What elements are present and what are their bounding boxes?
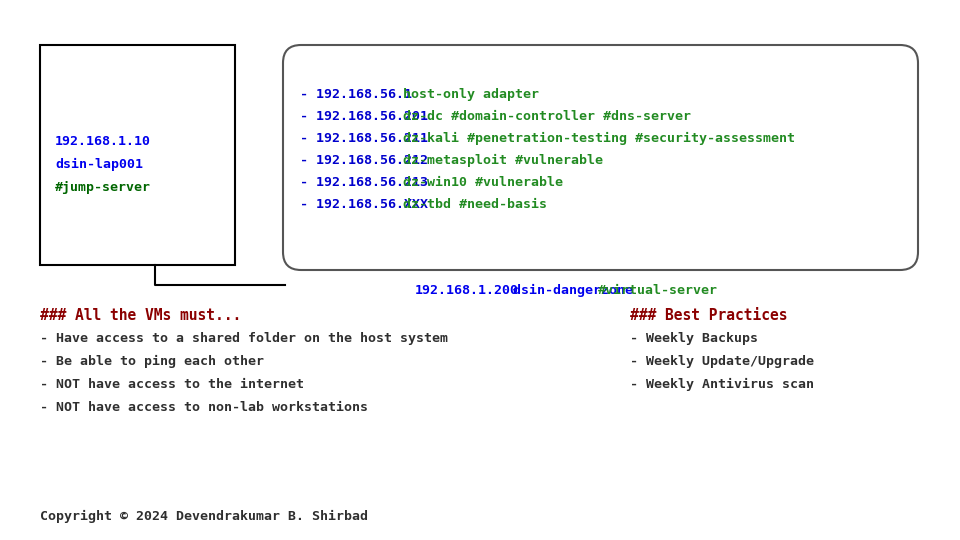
Text: dsin-dangerzone: dsin-dangerzone xyxy=(490,284,641,297)
Text: - Be able to ping each other: - Be able to ping each other xyxy=(40,355,264,368)
Text: - NOT have access to the internet: - NOT have access to the internet xyxy=(40,378,304,391)
Text: ### Best Practices: ### Best Practices xyxy=(630,308,787,323)
Text: - 192.168.56.213: - 192.168.56.213 xyxy=(300,176,444,189)
Text: #virtual-server: #virtual-server xyxy=(598,284,718,297)
Text: 192.168.1.10: 192.168.1.10 xyxy=(55,135,151,148)
Text: - Have access to a shared folder on the host system: - Have access to a shared folder on the … xyxy=(40,332,448,345)
Text: #jump-server: #jump-server xyxy=(55,181,151,194)
Text: dz-tbd #need-basis: dz-tbd #need-basis xyxy=(402,198,546,211)
Text: dz-win10 #vulnerable: dz-win10 #vulnerable xyxy=(402,176,563,189)
Text: dz-metasploit #vulnerable: dz-metasploit #vulnerable xyxy=(402,154,603,167)
Text: - 192.168.56.201: - 192.168.56.201 xyxy=(300,110,444,123)
Text: - NOT have access to non-lab workstations: - NOT have access to non-lab workstation… xyxy=(40,401,368,414)
Text: ### All the VMs must...: ### All the VMs must... xyxy=(40,308,241,323)
FancyBboxPatch shape xyxy=(283,45,918,270)
Text: - 192.168.56.1: - 192.168.56.1 xyxy=(300,88,444,101)
Text: - Weekly Antivirus scan: - Weekly Antivirus scan xyxy=(630,378,814,391)
Text: 192.168.1.200: 192.168.1.200 xyxy=(415,284,519,297)
Text: host-only adapter: host-only adapter xyxy=(402,88,539,101)
Text: - Weekly Backups: - Weekly Backups xyxy=(630,332,758,345)
Text: - Weekly Update/Upgrade: - Weekly Update/Upgrade xyxy=(630,355,814,368)
Text: dz-dc #domain-controller #dns-server: dz-dc #domain-controller #dns-server xyxy=(402,110,690,123)
Text: Copyright © 2024 Devendrakumar B. Shirbad: Copyright © 2024 Devendrakumar B. Shirba… xyxy=(40,510,368,523)
Text: - 192.168.56.XXX: - 192.168.56.XXX xyxy=(300,198,444,211)
FancyBboxPatch shape xyxy=(40,45,235,265)
Text: - 192.168.56.211: - 192.168.56.211 xyxy=(300,132,444,145)
Text: - 192.168.56.212: - 192.168.56.212 xyxy=(300,154,444,167)
Text: dsin-lap001: dsin-lap001 xyxy=(55,158,143,171)
Text: dz-kali #penetration-testing #security-assessment: dz-kali #penetration-testing #security-a… xyxy=(402,132,795,145)
